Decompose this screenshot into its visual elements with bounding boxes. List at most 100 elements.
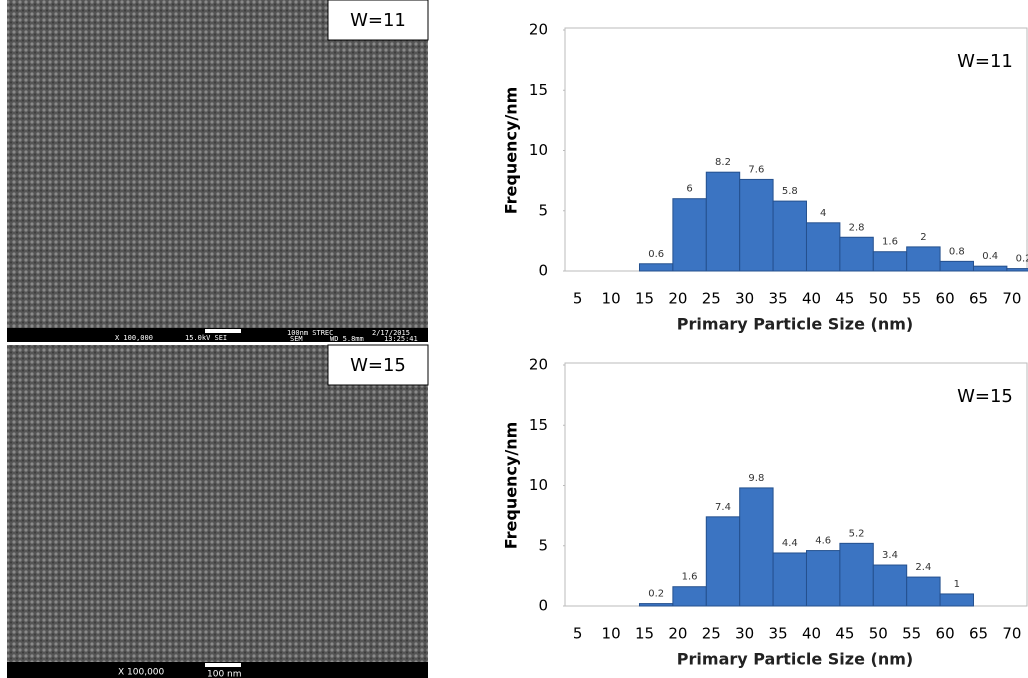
x-tick-label: 40 xyxy=(802,625,821,643)
y-tick-label: 0 xyxy=(538,262,548,280)
data-label: 0.2 xyxy=(1016,254,1028,265)
x-tick-label: 20 xyxy=(668,625,687,643)
bar xyxy=(773,201,806,271)
data-label: 0.6 xyxy=(648,249,664,260)
x-tick-label: 70 xyxy=(1002,625,1021,643)
y-axis-title: Frequency/nm xyxy=(502,422,521,550)
x-axis-title: Primary Particle Size (nm) xyxy=(677,650,913,669)
bar xyxy=(940,261,973,271)
y-axis-title: Frequency/nm xyxy=(502,87,521,215)
y-tick-label: 5 xyxy=(538,536,548,554)
data-label: 0.8 xyxy=(949,246,965,257)
bar xyxy=(973,266,1006,271)
sem-photo xyxy=(7,0,428,328)
bar xyxy=(873,565,906,606)
x-tick-label: 70 xyxy=(1002,290,1021,308)
bar xyxy=(740,179,773,271)
info-text: SEM xyxy=(290,335,303,343)
bar xyxy=(840,543,873,606)
x-tick-label: 10 xyxy=(602,625,621,643)
bar xyxy=(907,577,940,606)
data-label: 3.4 xyxy=(882,550,898,561)
data-label: 6 xyxy=(686,184,692,195)
y-tick-label: 10 xyxy=(529,476,548,494)
x-tick-label: 65 xyxy=(969,290,988,308)
x-tick-label: 30 xyxy=(735,625,754,643)
data-label: 2.4 xyxy=(915,562,931,573)
image-label: W=11 xyxy=(350,10,406,31)
data-label: 8.2 xyxy=(715,157,731,168)
info-text: 100 nm xyxy=(207,670,242,678)
y-tick-label: 5 xyxy=(538,201,548,219)
x-tick-label: 65 xyxy=(969,625,988,643)
y-tick-label: 20 xyxy=(529,356,548,374)
x-tick-label: 5 xyxy=(573,290,583,308)
data-label: 0.2 xyxy=(648,589,664,600)
y-tick-label: 15 xyxy=(529,416,548,434)
info-text: 13:25:41 xyxy=(384,335,418,343)
bar xyxy=(806,551,839,606)
data-label: 7.4 xyxy=(715,502,731,513)
x-tick-label: 35 xyxy=(769,290,788,308)
x-tick-label: 25 xyxy=(702,290,721,308)
x-tick-label: 45 xyxy=(835,290,854,308)
bar xyxy=(1007,269,1028,271)
data-label: 4.4 xyxy=(782,538,798,549)
y-tick-label: 10 xyxy=(529,141,548,159)
data-label: 7.6 xyxy=(748,164,764,175)
data-label: 1 xyxy=(954,579,960,590)
bar xyxy=(806,223,839,271)
bar xyxy=(840,237,873,271)
figure: W=11 X 100,000 15.0kV SEI 100nm STREC 2/… xyxy=(0,0,1028,678)
scale-bar xyxy=(205,329,241,333)
x-tick-label: 60 xyxy=(936,290,955,308)
x-axis-title: Primary Particle Size (nm) xyxy=(677,315,913,334)
data-label: 2 xyxy=(920,232,926,243)
info-text: X 100,000 xyxy=(115,334,153,342)
x-tick-label: 40 xyxy=(802,290,821,308)
bar xyxy=(773,553,806,606)
y-tick-label: 20 xyxy=(529,21,548,39)
chart-annotation: W=15 xyxy=(957,386,1013,407)
x-tick-label: 50 xyxy=(869,290,888,308)
info-text: WD 5.8mm xyxy=(330,335,364,343)
page: W=11 X 100,000 15.0kV SEI 100nm STREC 2/… xyxy=(0,0,1028,678)
bar xyxy=(940,594,973,606)
x-tick-label: 25 xyxy=(702,625,721,643)
data-label: 0.4 xyxy=(982,251,998,262)
sem-image-2: W=15 X 100,000 100 nm xyxy=(7,345,428,678)
bar xyxy=(706,172,739,271)
data-label: 1.6 xyxy=(682,572,698,583)
data-label: 1.6 xyxy=(882,237,898,248)
x-tick-label: 10 xyxy=(602,290,621,308)
x-tick-label: 5 xyxy=(573,625,583,643)
y-tick-label: 0 xyxy=(538,597,548,615)
x-tick-label: 20 xyxy=(668,290,687,308)
bar xyxy=(706,517,739,606)
bar xyxy=(740,488,773,606)
x-tick-label: 35 xyxy=(769,625,788,643)
x-tick-label: 60 xyxy=(936,625,955,643)
bar xyxy=(639,604,672,606)
bar xyxy=(673,199,706,271)
bar-chart: 0 5 10 15 20 Frequency/nm Primary Particle Siz… xyxy=(502,21,1028,334)
image-label: W=15 xyxy=(350,355,406,376)
bar xyxy=(873,252,906,271)
x-tick-label: 15 xyxy=(635,290,654,308)
x-tick-label: 45 xyxy=(835,625,854,643)
data-label: 2.8 xyxy=(849,222,865,233)
scale-bar xyxy=(205,663,241,667)
x-tick-label: 50 xyxy=(869,625,888,643)
sem-image-1: W=11 X 100,000 15.0kV SEI 100nm STREC 2/… xyxy=(7,0,428,343)
data-label: 4 xyxy=(820,208,826,219)
chart-annotation: W=11 xyxy=(957,51,1013,72)
info-text: X 100,000 xyxy=(118,668,165,678)
y-tick-label: 15 xyxy=(529,81,548,99)
sem-photo xyxy=(7,345,428,662)
info-text: 15.0kV SEI xyxy=(185,334,227,342)
x-tick-label: 55 xyxy=(902,290,921,308)
data-label: 9.8 xyxy=(748,473,764,484)
bar xyxy=(907,247,940,271)
x-tick-label: 30 xyxy=(735,290,754,308)
